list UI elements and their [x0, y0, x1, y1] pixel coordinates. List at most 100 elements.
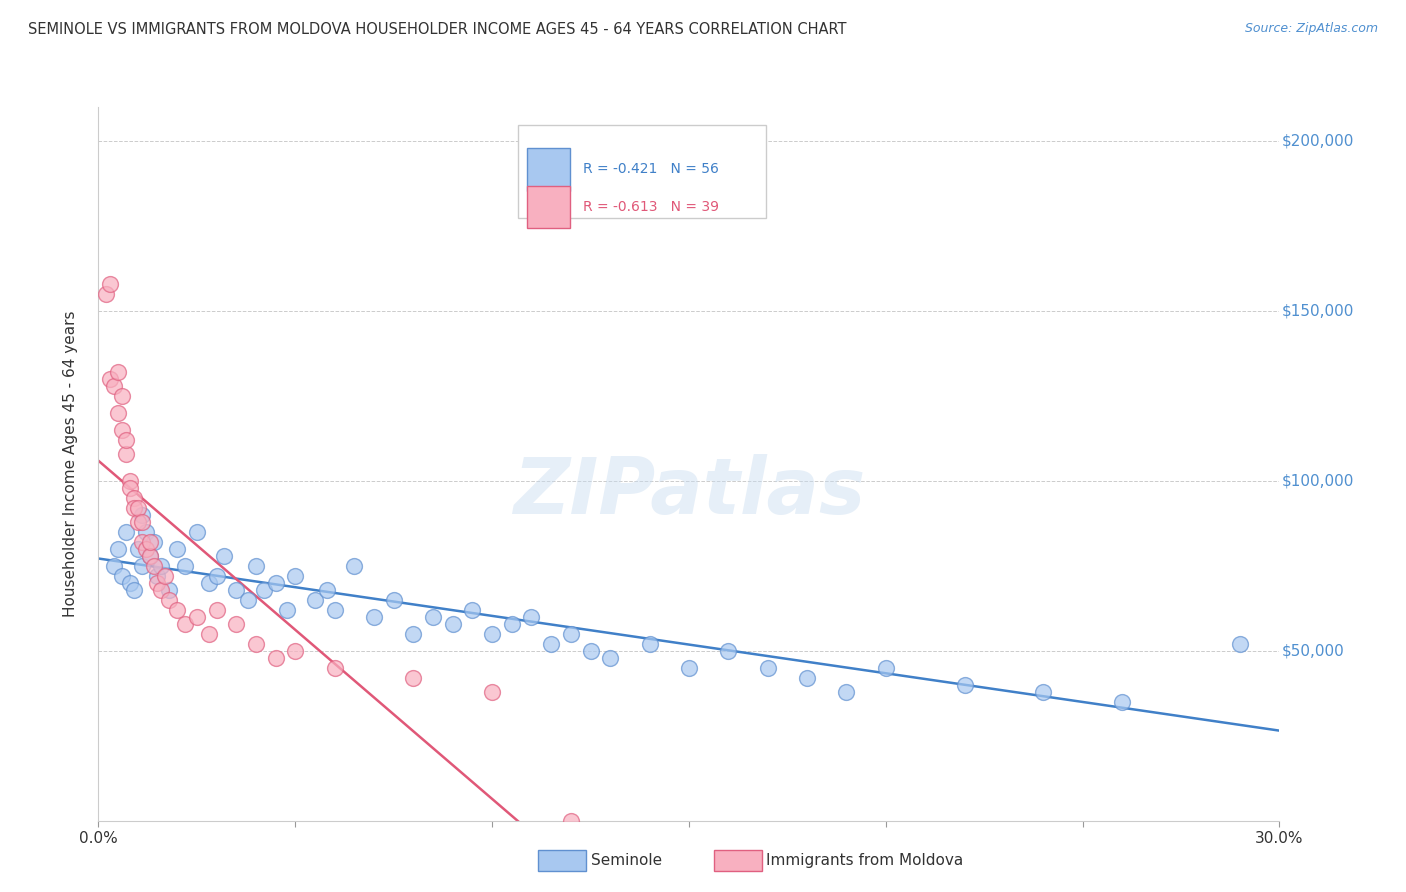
Point: [205, 603, 228, 617]
Point: [174, 616, 197, 631]
Point: [186, 524, 208, 539]
Point: [875, 661, 897, 675]
Point: [107, 541, 129, 556]
Point: [127, 515, 149, 529]
Point: [118, 575, 141, 590]
Point: [111, 389, 134, 403]
Point: [135, 541, 157, 556]
Point: [323, 661, 346, 675]
Point: [135, 524, 157, 539]
Point: [599, 650, 621, 665]
Point: [796, 671, 818, 685]
Point: [481, 626, 503, 640]
Point: [122, 501, 145, 516]
Point: [245, 558, 267, 573]
Text: Seminole: Seminole: [591, 854, 662, 868]
Point: [138, 549, 160, 563]
Point: [678, 661, 700, 675]
Point: [115, 447, 138, 461]
Point: [264, 650, 287, 665]
Point: [756, 661, 779, 675]
Point: [142, 535, 165, 549]
Point: [107, 406, 129, 420]
Point: [579, 644, 602, 658]
Point: [127, 501, 149, 516]
Text: Source: ZipAtlas.com: Source: ZipAtlas.com: [1244, 22, 1378, 36]
Point: [284, 644, 307, 658]
Point: [835, 684, 858, 698]
Point: [304, 592, 326, 607]
Point: [111, 569, 134, 583]
Point: [155, 569, 177, 583]
Point: [382, 592, 405, 607]
Point: [150, 558, 173, 573]
Text: $100,000: $100,000: [1282, 474, 1354, 488]
Point: [131, 558, 153, 573]
Point: [115, 433, 138, 447]
Point: [422, 609, 444, 624]
Point: [98, 277, 121, 291]
Point: [138, 549, 160, 563]
FancyBboxPatch shape: [527, 186, 569, 228]
Point: [1111, 695, 1133, 709]
Text: $200,000: $200,000: [1282, 134, 1354, 149]
Point: [205, 569, 228, 583]
Point: [146, 575, 169, 590]
Text: $50,000: $50,000: [1282, 643, 1344, 658]
Point: [103, 378, 125, 392]
Point: [481, 684, 503, 698]
Point: [560, 814, 582, 828]
Point: [225, 582, 247, 597]
Point: [520, 609, 543, 624]
Point: [214, 549, 236, 563]
Point: [150, 582, 173, 597]
Point: [186, 609, 208, 624]
Point: [166, 541, 188, 556]
Point: [225, 616, 247, 631]
Point: [131, 535, 153, 549]
Point: [560, 626, 582, 640]
Text: ZIPatlas: ZIPatlas: [513, 454, 865, 531]
Text: $150,000: $150,000: [1282, 303, 1354, 318]
Text: Immigrants from Moldova: Immigrants from Moldova: [766, 854, 963, 868]
Point: [245, 637, 267, 651]
Point: [131, 515, 153, 529]
Point: [122, 491, 145, 505]
Point: [1032, 684, 1054, 698]
Point: [540, 637, 562, 651]
Point: [174, 558, 197, 573]
Point: [284, 569, 307, 583]
Point: [253, 582, 276, 597]
Point: [236, 592, 259, 607]
Point: [363, 609, 385, 624]
Point: [197, 575, 219, 590]
Point: [107, 365, 129, 379]
Point: [402, 626, 425, 640]
Point: [98, 372, 121, 386]
Point: [953, 678, 976, 692]
Point: [638, 637, 661, 651]
Point: [127, 541, 149, 556]
Point: [264, 575, 287, 590]
Point: [1229, 637, 1251, 651]
Point: [111, 423, 134, 437]
Point: [323, 603, 346, 617]
Text: SEMINOLE VS IMMIGRANTS FROM MOLDOVA HOUSEHOLDER INCOME AGES 45 - 64 YEARS CORREL: SEMINOLE VS IMMIGRANTS FROM MOLDOVA HOUS…: [28, 22, 846, 37]
Point: [343, 558, 366, 573]
Point: [461, 603, 484, 617]
FancyBboxPatch shape: [527, 148, 569, 191]
Point: [118, 474, 141, 488]
Point: [717, 644, 740, 658]
Point: [157, 592, 180, 607]
Point: [118, 481, 141, 495]
Point: [122, 582, 145, 597]
Point: [157, 582, 180, 597]
Point: [276, 603, 298, 617]
FancyBboxPatch shape: [517, 125, 766, 218]
Point: [138, 535, 160, 549]
Point: [501, 616, 523, 631]
Point: [96, 287, 118, 301]
Text: R = -0.421   N = 56: R = -0.421 N = 56: [582, 162, 718, 177]
Point: [166, 603, 188, 617]
Point: [115, 524, 138, 539]
